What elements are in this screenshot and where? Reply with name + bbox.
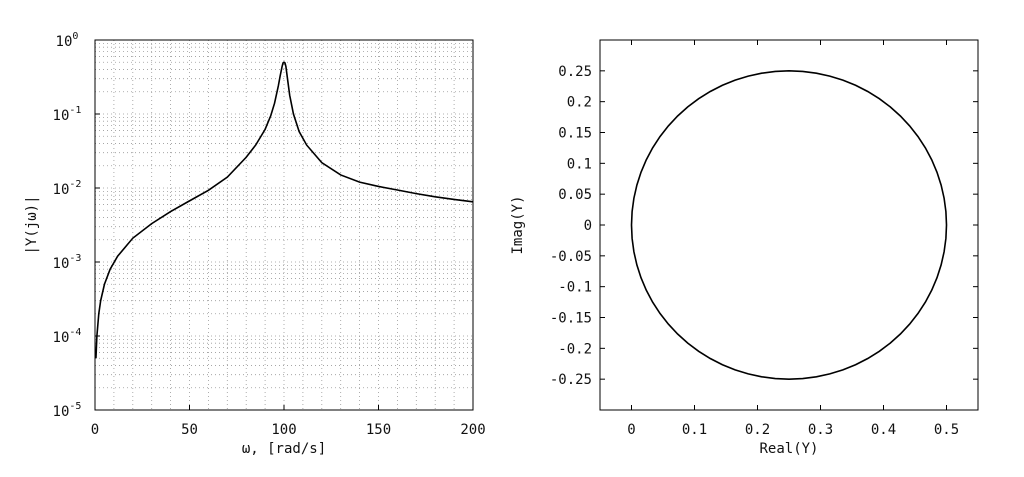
magnitude-x-tick-label: 100 [271, 422, 296, 438]
nyquist-x-tick-label: 0.2 [745, 422, 770, 438]
nyquist-y-tick-label: -0.05 [550, 249, 592, 265]
magnitude-y-tick-label: 100 [56, 31, 79, 50]
nyquist-y-tick-label: -0.2 [558, 341, 592, 357]
magnitude-y-ticks: 10-5 10-4 10-3 10-2 10-1 100 [53, 31, 100, 420]
magnitude-y-tick-label: 10-1 [53, 105, 82, 124]
nyquist-x-tick-label: 0.3 [808, 422, 833, 438]
nyquist-y-axis-label: Imag(Y) [510, 195, 526, 254]
magnitude-y-tick-label: 10-2 [53, 179, 82, 198]
magnitude-x-tick-label: 150 [366, 422, 391, 438]
nyquist-y-tick-label: 0.2 [567, 95, 592, 111]
nyquist-plot-frame [599, 39, 979, 411]
nyquist-y-tick-label: 0.25 [558, 64, 592, 80]
nyquist-x-axis-label: Real(Y) [759, 441, 818, 457]
nyquist-x-tick-label: 0.1 [682, 422, 707, 438]
nyquist-y-tick-label: -0.25 [550, 372, 592, 388]
nyquist-y-tick-label: -0.15 [550, 311, 592, 327]
nyquist-y-tick-label: 0.05 [558, 187, 592, 203]
magnitude-y-tick-label: 10-3 [53, 253, 82, 272]
magnitude-y-axis-label: |Y(jω)| [24, 195, 40, 254]
nyquist-series-curve [630, 70, 948, 380]
magnitude-series-line [95, 61, 474, 359]
nyquist-x-tick-label: 0.4 [871, 422, 896, 438]
nyquist-y-tick-label: 0 [584, 218, 592, 234]
nyquist-plot: 0 0.1 0.2 0.3 0.4 0.5 -0.25 -0.2 -0.15 -0.1 -0.05… [510, 39, 979, 457]
magnitude-plot: 0 50 100 150 200 10-5 10-4 10-3 10-2 10-1 100 ω, … [24, 31, 486, 457]
magnitude-y-tick-label: 10-4 [53, 327, 82, 346]
nyquist-x-tick-label: 0.5 [934, 422, 959, 438]
magnitude-y-tick-label: 10-5 [53, 401, 82, 420]
nyquist-y-tick-label: -0.1 [558, 280, 592, 296]
magnitude-x-tick-label: 0 [91, 422, 99, 438]
nyquist-x-ticks: 0 0.1 0.2 0.3 0.4 0.5 [627, 40, 959, 438]
magnitude-x-ticks: 0 50 100 150 200 [91, 405, 486, 438]
nyquist-y-tick-label: 0.1 [567, 156, 592, 172]
nyquist-y-tick-label: 0.15 [558, 126, 592, 142]
magnitude-x-tick-label: 200 [460, 422, 485, 438]
magnitude-x-axis-label: ω, [rad/s] [242, 441, 326, 457]
nyquist-y-ticks: -0.25 -0.2 -0.15 -0.1 -0.05 0 0.05 0.1 0.15 0.2 0.… [550, 64, 978, 388]
nyquist-x-tick-label: 0 [627, 422, 635, 438]
magnitude-x-tick-label: 50 [181, 422, 198, 438]
magnitude-grid [95, 40, 473, 410]
